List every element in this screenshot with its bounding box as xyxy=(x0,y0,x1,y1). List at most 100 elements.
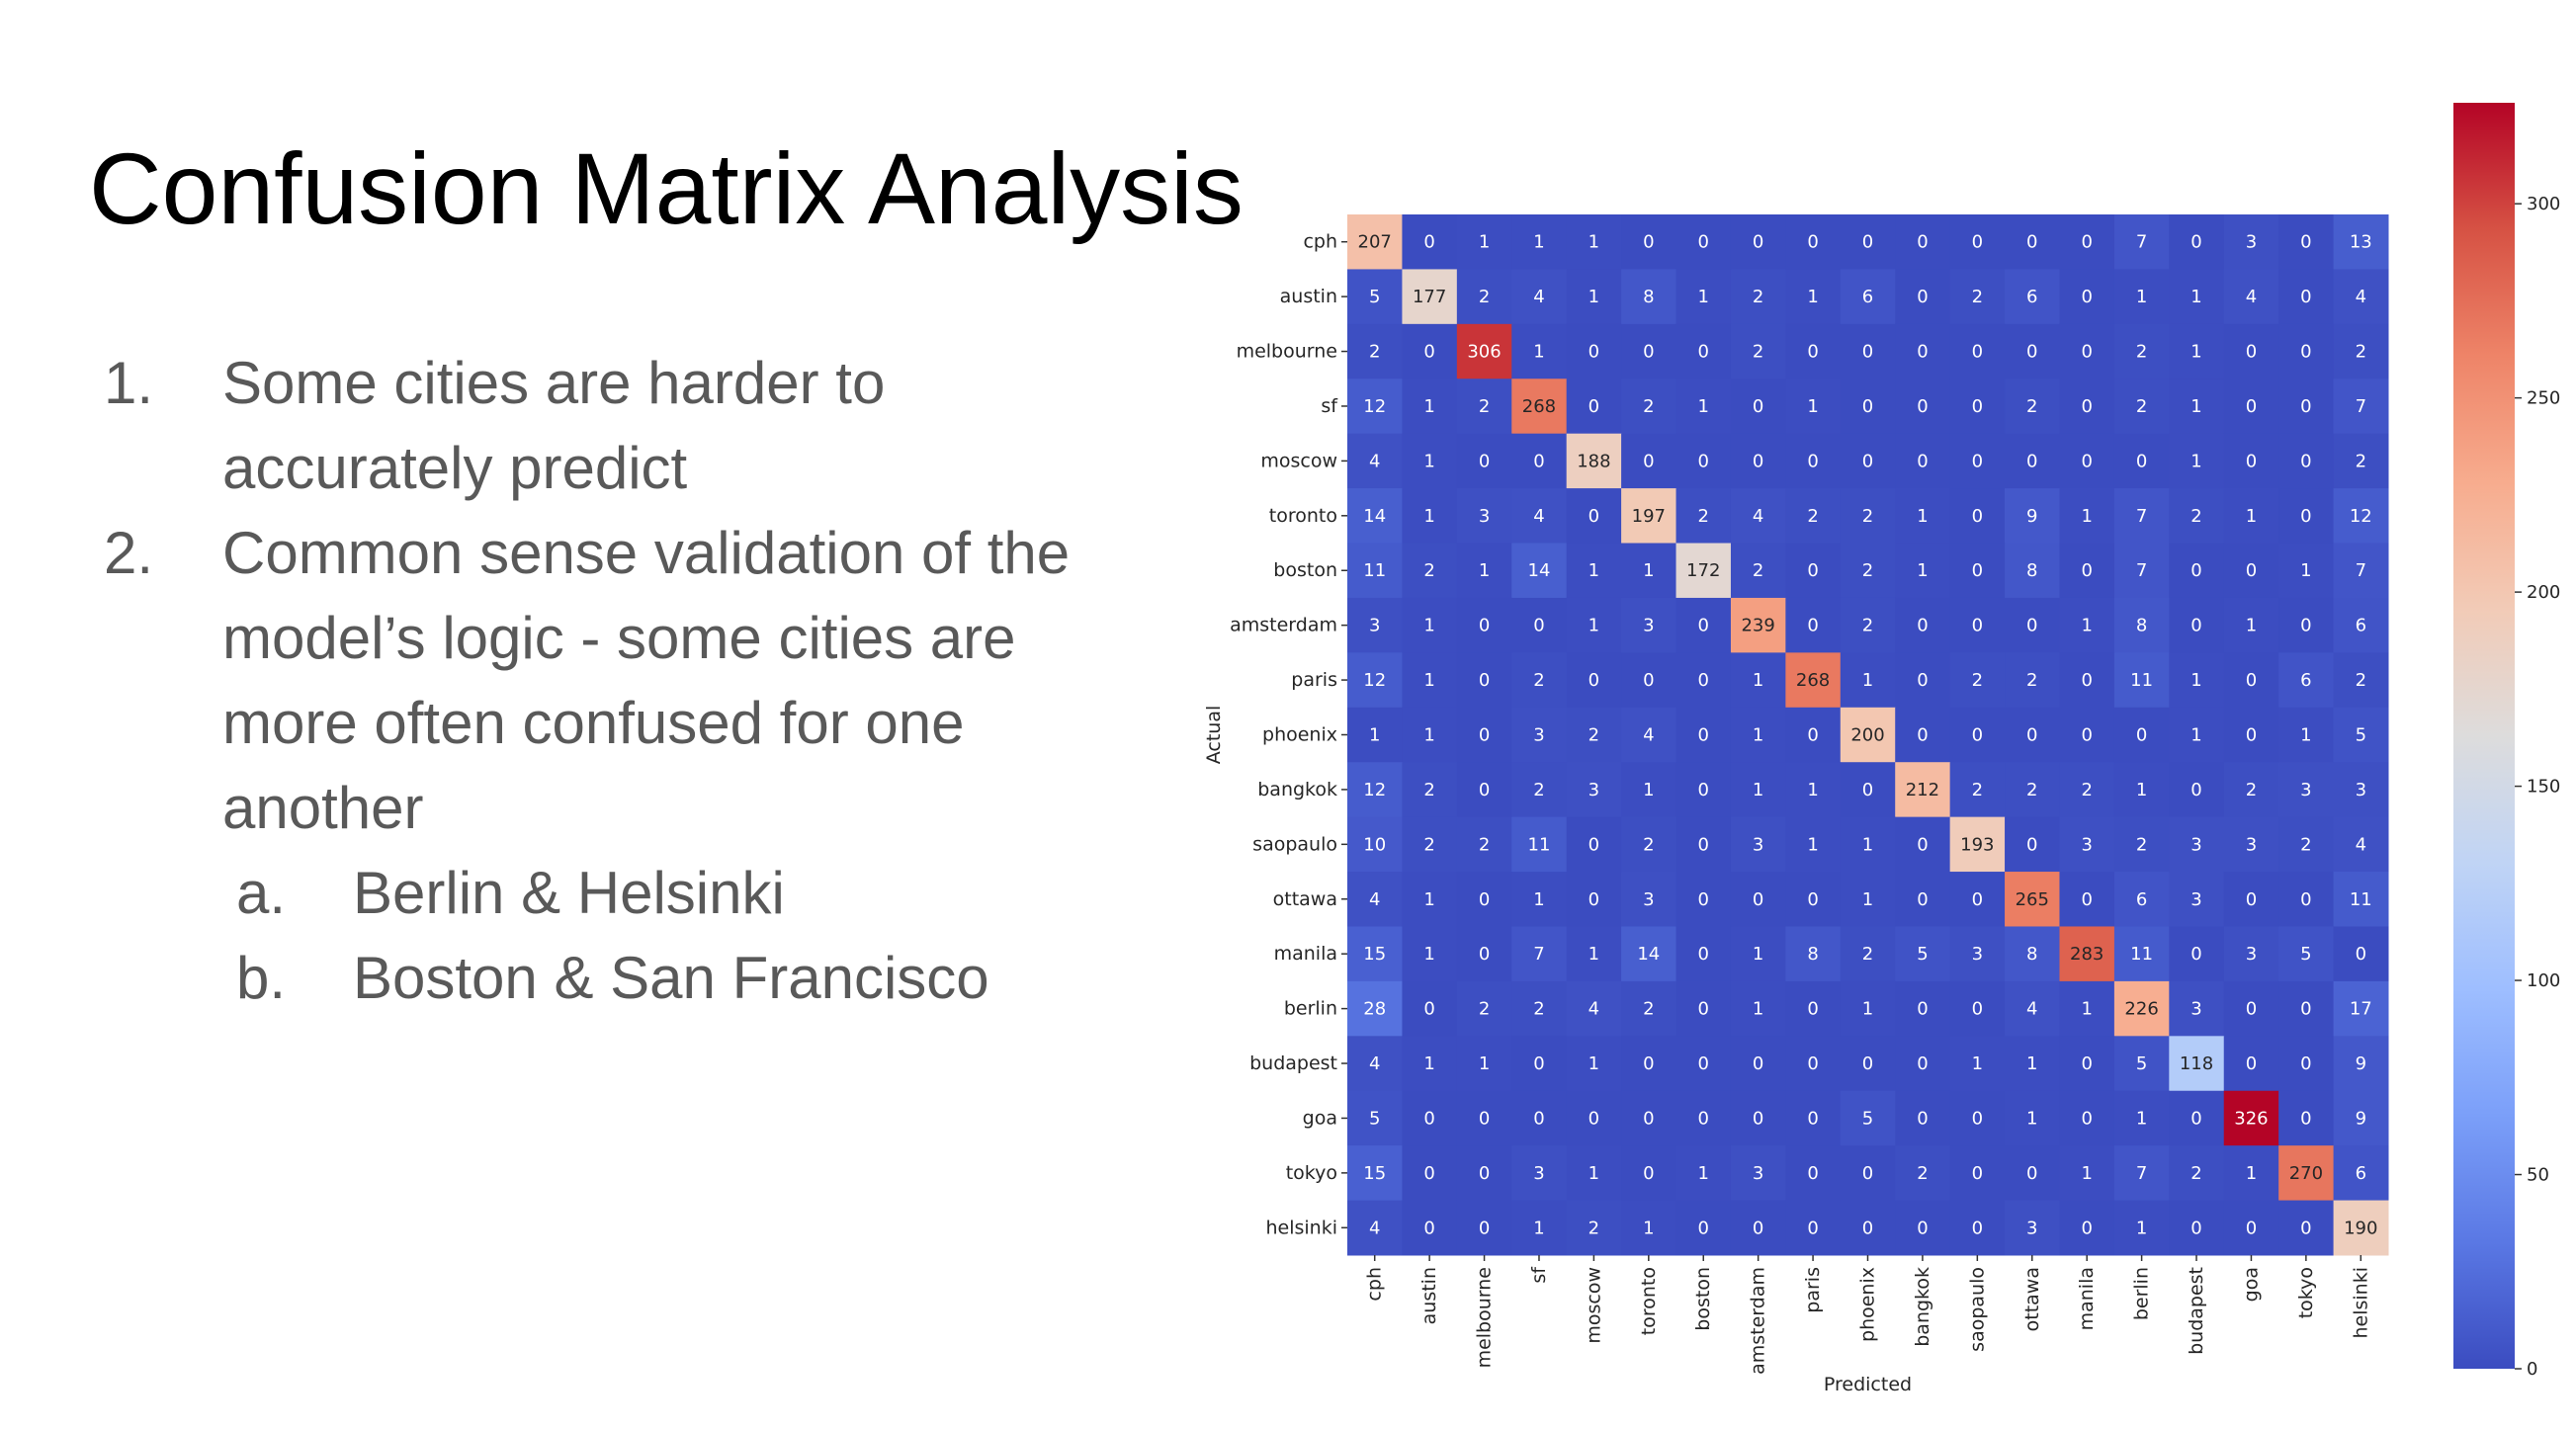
cell-value: 8 xyxy=(2136,616,2147,636)
cell-value: 12 xyxy=(1363,780,1386,800)
x-tick-label: melbourne xyxy=(1474,1267,1496,1368)
heatmap-cell xyxy=(1840,488,1896,545)
cell-value: 5 xyxy=(1369,1108,1380,1129)
cell-value: 1 xyxy=(1698,1163,1709,1184)
heatmap-cell xyxy=(1785,1145,1842,1202)
heatmap-cell xyxy=(1402,926,1458,982)
heatmap-cell xyxy=(1566,1036,1622,1092)
heatmap-cell xyxy=(1347,433,1403,489)
cell-value: 0 xyxy=(2356,944,2366,965)
heatmap-cell xyxy=(1840,1090,1896,1146)
cell-value: 7 xyxy=(2136,232,2147,253)
heatmap-cell xyxy=(1785,323,1842,379)
heatmap-cell xyxy=(2113,1145,2170,1202)
cell-value: 2 xyxy=(1917,1163,1928,1184)
cell-value: 0 xyxy=(1479,1108,1490,1129)
cell-value: 1 xyxy=(1589,1053,1599,1074)
heatmap-cell xyxy=(1511,1090,1568,1146)
cell-value: 0 xyxy=(1643,1108,1654,1129)
heatmap-cell xyxy=(2059,543,2115,599)
heatmap-cell xyxy=(1730,652,1786,709)
cell-value: 2 xyxy=(1972,287,1983,307)
heatmap-cell xyxy=(2223,762,2279,818)
heatmap-cell xyxy=(1949,323,2006,379)
cell-value: 326 xyxy=(2234,1108,2268,1129)
cell-value: 0 xyxy=(2246,396,2257,417)
cell-value: 0 xyxy=(2300,889,2311,910)
cell-value: 2 xyxy=(1753,342,1763,363)
heatmap-cell xyxy=(1402,488,1458,545)
heatmap-cell xyxy=(1566,433,1622,489)
y-tick-label: goa xyxy=(1303,1107,1337,1129)
cell-value: 7 xyxy=(2136,506,2147,527)
cell-value: 9 xyxy=(2356,1053,2366,1074)
cell-value: 7 xyxy=(2356,560,2366,581)
cell-value: 0 xyxy=(1972,616,1983,636)
cell-value: 0 xyxy=(1533,1053,1544,1074)
heatmap-cell xyxy=(1785,543,1842,599)
cell-value: 2 xyxy=(1533,780,1544,800)
cell-value: 172 xyxy=(1686,560,1720,581)
cell-value: 1 xyxy=(2190,670,2201,691)
heatmap-cell xyxy=(2223,707,2279,763)
heatmap-cell xyxy=(1675,543,1732,599)
y-tick-label: melbourne xyxy=(1237,341,1337,363)
heatmap-cell xyxy=(1347,872,1403,927)
cell-value: 2 xyxy=(2356,342,2366,363)
cell-value: 0 xyxy=(1698,999,1709,1020)
heatmap-cell xyxy=(1566,980,1622,1037)
colorbar-tick-label: 0 xyxy=(2527,1359,2537,1380)
list-text: Some cities are harder to accurately pre… xyxy=(222,350,886,501)
heatmap-cell xyxy=(1347,1090,1403,1146)
heatmap-cell xyxy=(1730,762,1786,818)
cell-value: 14 xyxy=(1528,560,1551,581)
heatmap-cell xyxy=(2113,980,2170,1037)
x-tick-label: bangkok xyxy=(1912,1267,1933,1347)
heatmap-cell xyxy=(1675,980,1732,1037)
heatmap-cell xyxy=(2278,926,2335,982)
cell-value: 1 xyxy=(2190,725,2201,746)
heatmap-cell xyxy=(1785,379,1842,435)
cell-value: 3 xyxy=(1643,889,1654,910)
cell-value: 306 xyxy=(1467,342,1501,363)
cell-value: 2 xyxy=(2136,342,2147,363)
cell-value: 0 xyxy=(2190,616,2201,636)
heatmap-cell xyxy=(1785,597,1842,653)
heatmap-cell xyxy=(2169,872,2225,927)
heatmap-cell xyxy=(2333,926,2389,982)
heatmap-cell xyxy=(2005,597,2060,653)
heatmap-cell xyxy=(1675,488,1732,545)
x-tick-label: budapest xyxy=(2186,1267,2207,1355)
heatmap-cell xyxy=(1730,1036,1786,1092)
cell-value: 14 xyxy=(1637,944,1660,965)
heatmap-cell xyxy=(1675,214,1732,270)
heatmap-cell xyxy=(1785,433,1842,489)
heatmap-cell xyxy=(1949,488,2006,545)
heatmap-cell xyxy=(2113,543,2170,599)
cell-value: 3 xyxy=(1643,616,1654,636)
heatmap-cell xyxy=(1456,816,1512,873)
cell-value: 0 xyxy=(1972,396,1983,417)
heatmap-cell xyxy=(2169,323,2225,379)
cell-value: 0 xyxy=(1972,1218,1983,1238)
cell-value: 1 xyxy=(1753,780,1763,800)
x-axis-label: Predicted xyxy=(1824,1374,1912,1395)
cell-value: 1 xyxy=(2190,287,2201,307)
cell-value: 0 xyxy=(1917,889,1928,910)
cell-value: 1 xyxy=(2136,287,2147,307)
cell-value: 0 xyxy=(2026,342,2037,363)
cell-value: 0 xyxy=(1698,232,1709,253)
heatmap-cell xyxy=(2169,707,2225,763)
cell-value: 2 xyxy=(1862,506,1873,527)
heatmap-cell xyxy=(1511,1036,1568,1092)
y-tick-label: saopaulo xyxy=(1252,833,1337,855)
cell-value: 0 xyxy=(2246,1053,2257,1074)
cell-value: 0 xyxy=(1479,1163,1490,1184)
heatmap-cell xyxy=(1566,543,1622,599)
cell-value: 0 xyxy=(1643,1053,1654,1074)
cell-value: 5 xyxy=(1369,287,1380,307)
cell-value: 3 xyxy=(2081,834,2092,855)
heatmap-cell xyxy=(1566,816,1622,873)
heatmap-cell xyxy=(2278,379,2335,435)
